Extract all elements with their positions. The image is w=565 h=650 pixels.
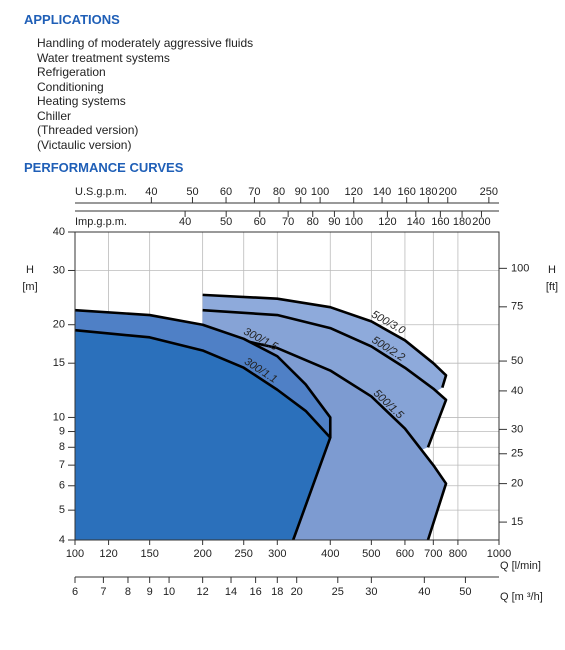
x-tick-label: 120 — [99, 548, 117, 560]
application-item: (Victaulic version) — [37, 137, 132, 152]
application-item: Chiller — [37, 108, 72, 123]
section-title: APPLICATIONS — [24, 12, 120, 27]
bottom-axis-tick-label: 50 — [459, 586, 471, 598]
top-axis-tick-label: 100 — [345, 216, 363, 228]
y-tick-label: 6 — [59, 480, 65, 492]
y-tick-label: 8 — [59, 441, 65, 453]
y2-tick-label: 40 — [511, 385, 523, 397]
x-tick-label: 1000 — [487, 548, 511, 560]
y2-axis-unit: [ft] — [546, 281, 558, 293]
pump-curve — [202, 308, 448, 448]
bottom-axis-tick-label: 9 — [147, 586, 153, 598]
y-tick-label: 15 — [53, 357, 65, 369]
bottom-axis-tick-label: 8 — [125, 586, 131, 598]
y-tick-label: 7 — [59, 459, 65, 471]
top-axis-tick-label: 160 — [431, 216, 449, 228]
application-item: Conditioning — [37, 79, 104, 94]
top-axis-tick-label: 120 — [378, 216, 396, 228]
y-tick-label: 5 — [59, 504, 65, 516]
y2-tick-label: 15 — [511, 516, 523, 528]
y2-tick-label: 20 — [511, 478, 523, 490]
bottom-axis-tick-label: 25 — [332, 586, 344, 598]
bottom-axis-tick-label: 10 — [163, 586, 175, 598]
application-item: Water treatment systems — [37, 50, 170, 65]
top-axis-tick-label: 40 — [179, 216, 191, 228]
top-axis-tick-label: 50 — [220, 216, 232, 228]
application-list: Handling of moderately aggressive fluids… — [37, 36, 253, 152]
x-axis-label: Q [l/min] — [500, 560, 541, 572]
bottom-axis-tick-label: 12 — [197, 586, 209, 598]
x-tick-label: 600 — [396, 548, 414, 560]
curve-area — [75, 330, 331, 540]
y-tick-label: 4 — [59, 534, 65, 546]
y2-tick-label: 30 — [511, 423, 523, 435]
x-tick-label: 300 — [268, 548, 286, 560]
y2-tick-label: 25 — [511, 448, 523, 460]
bottom-axis-tick-label: 40 — [418, 586, 430, 598]
y-tick-label: 10 — [53, 411, 65, 423]
y-tick-label: 30 — [53, 264, 65, 276]
pump-curve — [74, 328, 332, 541]
top-axis-tick-label: 50 — [186, 186, 198, 198]
top-axis-tick-label: 60 — [254, 216, 266, 228]
top-axis-tick-label: 100 — [311, 186, 329, 198]
x-tick-label: 250 — [235, 548, 253, 560]
top-axis-tick-label: 120 — [345, 186, 363, 198]
y-tick-label: 20 — [53, 319, 65, 331]
x-tick-label: 150 — [140, 548, 158, 560]
top-axis-tick-label: 80 — [307, 216, 319, 228]
x-tick-label: 100 — [66, 548, 84, 560]
pump-curve — [202, 293, 448, 388]
y2-axis-label: H — [548, 264, 556, 276]
top-axis-tick-label: 180 — [419, 186, 437, 198]
top-axis-label: U.S.g.p.m. — [75, 186, 127, 198]
top-axis-tick-label: 40 — [145, 186, 157, 198]
x-tick-label: 500 — [362, 548, 380, 560]
x-tick-label: 400 — [321, 548, 339, 560]
section-title: PERFORMANCE CURVES — [24, 160, 184, 175]
y2-tick-label: 75 — [511, 301, 523, 313]
top-axis-tick-label: 60 — [220, 186, 232, 198]
top-axis-tick-label: 200 — [472, 216, 490, 228]
top-axis-tick-label: 140 — [407, 216, 425, 228]
x-tick-label: 200 — [193, 548, 211, 560]
top-axis-tick-label: 70 — [282, 216, 294, 228]
top-axis-tick-label: 250 — [480, 186, 498, 198]
top-axis-label: Imp.g.p.m. — [75, 216, 127, 228]
pump-curve — [202, 330, 448, 541]
y-axis-unit: [m] — [22, 281, 37, 293]
pump-curve — [74, 308, 332, 438]
top-axis-tick-label: 140 — [373, 186, 391, 198]
bottom-axis-tick-label: 20 — [291, 586, 303, 598]
bottom-axis-label: Q [m ³/h] — [500, 591, 543, 603]
top-axis-tick-label: 80 — [273, 186, 285, 198]
bottom-axis-tick-label: 6 — [72, 586, 78, 598]
y-axis-label: H — [26, 264, 34, 276]
y-tick-label: 9 — [59, 425, 65, 437]
plot-frame — [74, 231, 500, 541]
top-axis-tick-label: 90 — [295, 186, 307, 198]
x-tick-label: 800 — [449, 548, 467, 560]
application-item: Handling of moderately aggressive fluids — [37, 36, 254, 50]
application-item: (Threaded version) — [37, 123, 139, 137]
bottom-axis-tick-label: 14 — [225, 586, 237, 598]
y-tick-label: 40 — [53, 226, 65, 238]
top-axis-tick-label: 160 — [397, 186, 415, 198]
bottom-axis-tick-label: 16 — [249, 586, 261, 598]
top-axis-tick-label: 90 — [328, 216, 340, 228]
application-item: Refrigeration — [37, 65, 106, 79]
bottom-axis-tick-label: 18 — [271, 586, 283, 598]
bottom-axis-tick-label: 30 — [365, 586, 377, 598]
y2-tick-label: 100 — [511, 262, 529, 274]
y2-tick-label: 50 — [511, 355, 523, 367]
application-item: Heating systems — [37, 94, 126, 108]
top-axis-tick-label: 70 — [248, 186, 260, 198]
bottom-axis-tick-label: 7 — [100, 586, 106, 598]
top-axis-tick-label: 200 — [439, 186, 457, 198]
top-axis-tick-label: 180 — [453, 216, 471, 228]
x-tick-label: 700 — [424, 548, 442, 560]
